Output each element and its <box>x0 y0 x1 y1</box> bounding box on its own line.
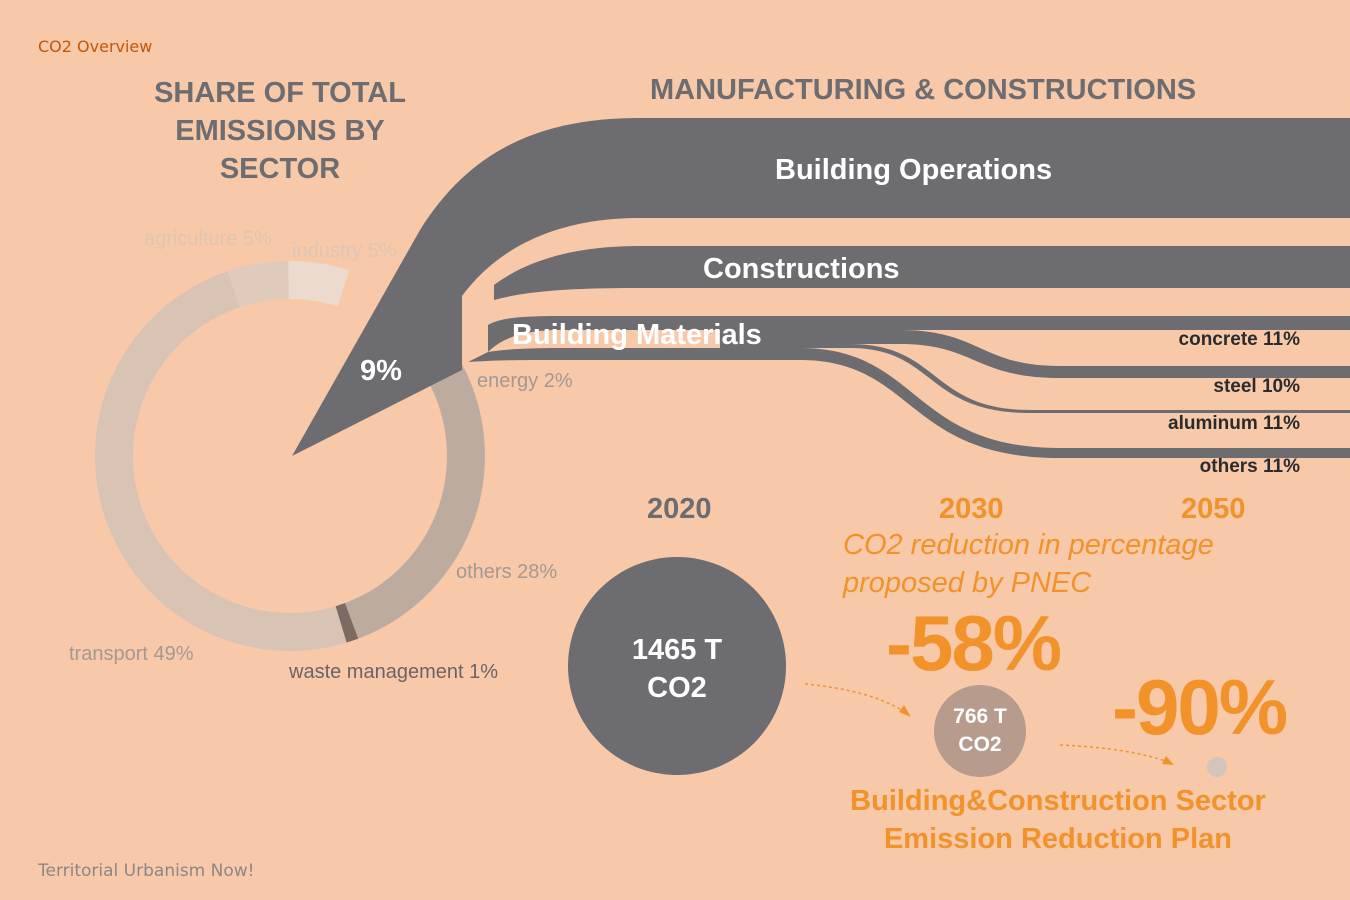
sub-label-others: others 11% <box>1199 456 1300 477</box>
donut-slice-transport <box>94 271 347 651</box>
arrow-2020-to-2030 <box>804 683 906 713</box>
donut-slice-waste <box>335 603 359 643</box>
year-2020: 2020 <box>647 493 712 525</box>
sankey-title: MANUFACTURING & CONSTRUCTIONS <box>650 74 1197 106</box>
footer-title: Territorial Urbanism Now! <box>38 861 255 881</box>
label-transport: transport 49% <box>69 643 194 665</box>
band-label-building-operations: Building Operations <box>775 154 1053 186</box>
arrow-head-2030-to-2050 <box>1162 756 1174 765</box>
bubble-2030-value-line2: CO2 <box>958 733 1002 756</box>
sub-label-steel: steel 10% <box>1213 376 1300 397</box>
label-energy: energy 2% <box>477 370 573 392</box>
label-nine-percent: 9% <box>360 355 402 387</box>
donut-title: SHARE OF TOTAL EMISSIONS BY SECTOR <box>154 77 406 185</box>
plan-title: Building&Construction Sector Emission Re… <box>850 785 1266 855</box>
sankey-flow-others <box>720 348 1350 458</box>
bubble-2020-value-line2: CO2 <box>647 672 707 704</box>
label-others: others 28% <box>456 561 558 583</box>
bubble-2030 <box>934 685 1026 777</box>
reduction-note: CO2 reduction in percentage proposed by … <box>843 529 1214 599</box>
label-agriculture: agriculture 5% <box>144 228 272 250</box>
bubble-2020 <box>568 557 786 775</box>
bubble-2020-value-line1: 1465 T <box>631 634 723 666</box>
sub-label-aluminum: aluminum 11% <box>1168 413 1300 434</box>
donut-slice-others <box>344 351 485 639</box>
reduction-2030-percent: -58% <box>886 599 1062 687</box>
bubble-2030-value-line1: 766 T <box>953 705 1007 728</box>
year-2030: 2030 <box>939 493 1004 525</box>
sub-label-concrete: concrete 11% <box>1178 329 1300 350</box>
label-industry: industry 5% <box>292 240 397 262</box>
bubble-2050 <box>1207 757 1227 777</box>
year-2050: 2050 <box>1181 493 1246 525</box>
arrow-2030-to-2050 <box>1059 744 1169 763</box>
donut-slice-agriculture <box>227 261 289 308</box>
reduction-2050-percent: -90% <box>1112 663 1288 751</box>
arrow-head-2020-to-2030 <box>899 705 911 717</box>
donut-slice-industry <box>288 261 350 307</box>
band-label-constructions: Constructions <box>703 253 900 285</box>
sankey-flow-steel <box>720 330 1350 378</box>
band-label-building-materials: Building Materials <box>512 319 762 351</box>
sankey-band-constructions <box>494 246 1350 300</box>
sankey-band-building-operations <box>292 118 1350 456</box>
header-title: CO2 Overview <box>38 37 153 56</box>
label-waste-management: waste management 1% <box>289 661 499 683</box>
sector-donut-chart <box>94 261 485 651</box>
sankey-flow-concrete <box>700 316 1350 330</box>
